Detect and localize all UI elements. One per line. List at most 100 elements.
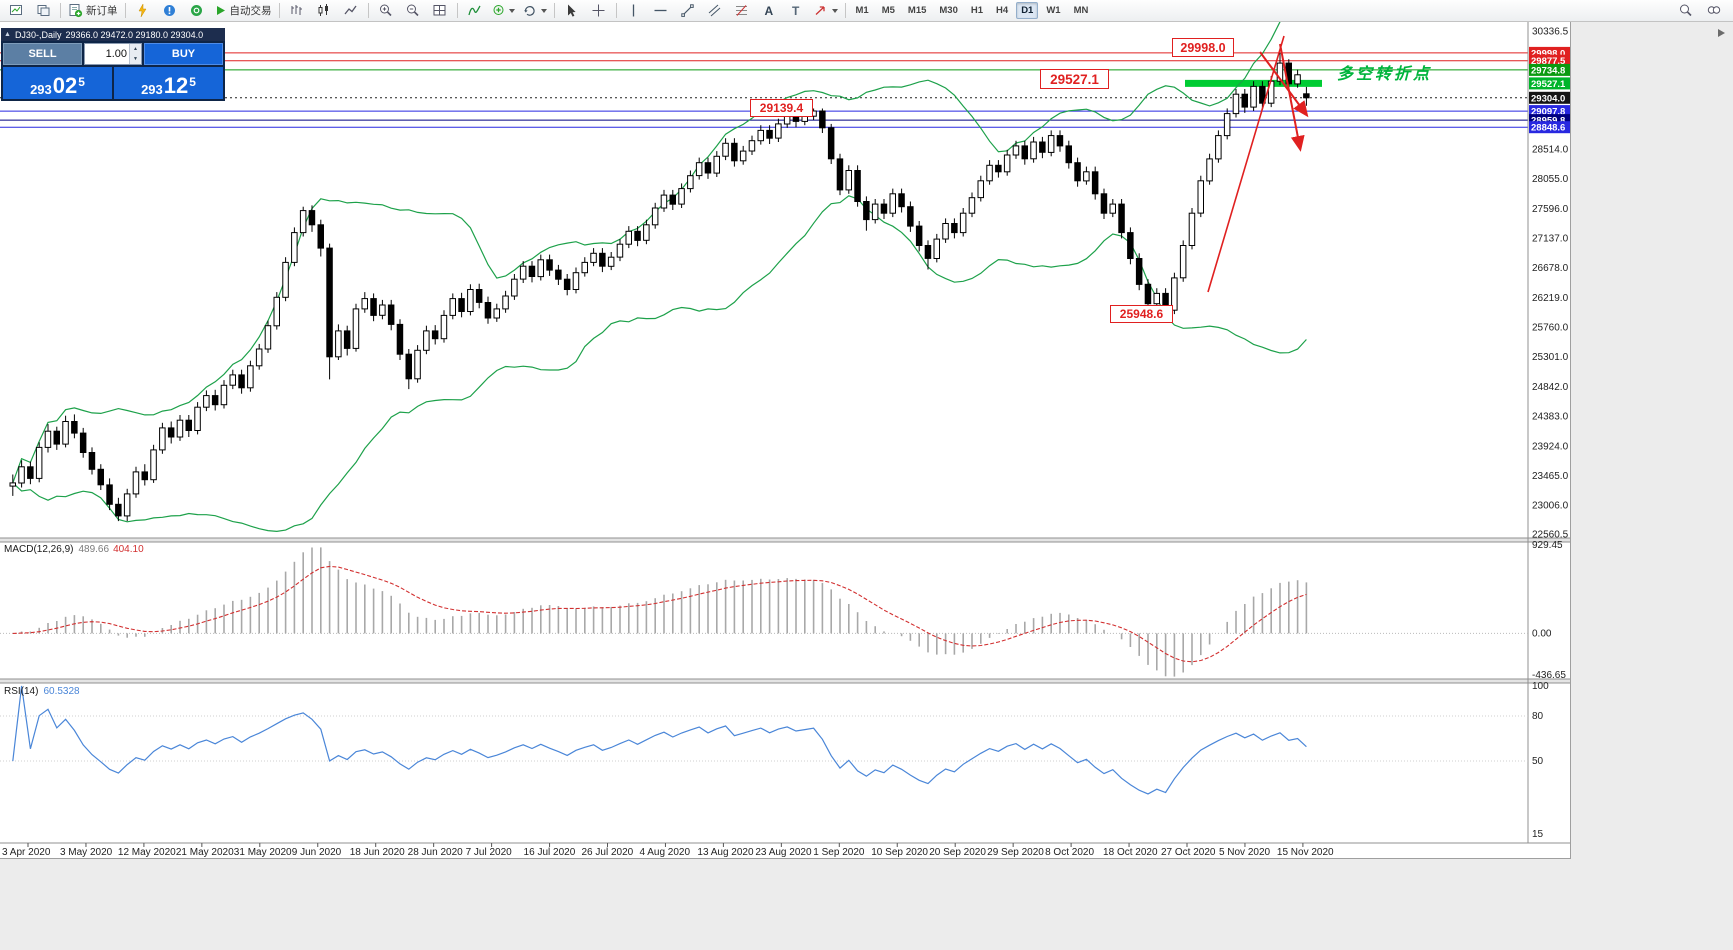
chevron-down-icon — [508, 8, 515, 13]
bar-chart-button[interactable] — [284, 0, 310, 21]
collapse-icon[interactable]: ▲ — [4, 31, 11, 38]
news-button[interactable] — [184, 0, 210, 21]
line-chart-button[interactable] — [338, 0, 364, 21]
quick-search-icon — [1706, 3, 1721, 18]
chinese-note-turning-point[interactable]: 多空转折点 — [1337, 66, 1433, 83]
fibonacci-button[interactable] — [729, 0, 755, 21]
zoom-in-button[interactable] — [373, 0, 399, 21]
auto-trading-label: 自动交易 — [229, 5, 272, 17]
period-cycle-button[interactable] — [519, 0, 550, 21]
scroll-marker-icon[interactable] — [1718, 29, 1725, 37]
crosshair-button[interactable] — [586, 0, 612, 21]
chart-symbol-bar[interactable]: ▲ DJ30-,Daily 29366.0 29472.0 29180.0 29… — [1, 28, 225, 41]
buy-price-sup: 5 — [189, 75, 196, 89]
svg-text:3 Apr 2020: 3 Apr 2020 — [2, 847, 51, 858]
svg-text:27596.0: 27596.0 — [1532, 204, 1569, 215]
tab-timeframe-mn[interactable]: MN — [1073, 5, 1089, 16]
horizontal-line-icon — [653, 4, 668, 17]
tab-timeframe-m1[interactable]: M1 — [855, 5, 869, 16]
zoom-out-button[interactable] — [400, 0, 426, 21]
zoom-out-icon — [405, 3, 420, 18]
volume-stepper[interactable]: 1.00 ▲ ▼ — [84, 43, 142, 65]
add-indicator-button[interactable] — [489, 0, 518, 21]
svg-text:16 Jul 2020: 16 Jul 2020 — [524, 847, 576, 858]
svg-text:23006.0: 23006.0 — [1532, 501, 1569, 512]
sell-price-sup: 5 — [78, 75, 85, 89]
indicators-button[interactable] — [462, 0, 488, 21]
svg-text:18 Jun 2020: 18 Jun 2020 — [350, 847, 405, 858]
sell-button[interactable]: SELL — [3, 43, 82, 65]
volume-value[interactable]: 1.00 — [105, 48, 127, 60]
text-icon: A — [762, 3, 775, 18]
toolbar-separator — [124, 3, 126, 18]
svg-text:12 May 2020: 12 May 2020 — [118, 847, 176, 858]
svg-text:-436.65: -436.65 — [1532, 670, 1566, 681]
svg-text:7 Jul 2020: 7 Jul 2020 — [466, 847, 513, 858]
svg-text:28514.0: 28514.0 — [1532, 144, 1569, 155]
volume-down-icon[interactable]: ▼ — [130, 54, 141, 64]
one-click-trading-panel: ▲ DJ30-,Daily 29366.0 29472.0 29180.0 29… — [1, 28, 225, 101]
volume-up-icon[interactable]: ▲ — [130, 44, 141, 54]
svg-text:1 Sep 2020: 1 Sep 2020 — [813, 847, 865, 858]
chevron-down-icon — [831, 8, 838, 13]
trendline-icon — [680, 3, 695, 18]
tab-timeframe-m30[interactable]: M30 — [939, 5, 958, 16]
svg-text:9 Jun 2020: 9 Jun 2020 — [292, 847, 342, 858]
community-button[interactable] — [157, 0, 183, 21]
price-annotation-29527[interactable]: 29527.1 — [1040, 69, 1109, 89]
svg-text:15: 15 — [1532, 829, 1544, 840]
svg-text:8 Oct 2020: 8 Oct 2020 — [1045, 847, 1094, 858]
svg-text:4 Aug 2020: 4 Aug 2020 — [639, 847, 690, 858]
profiles-button[interactable] — [30, 0, 56, 21]
buy-price-prefix: 293 — [141, 82, 163, 97]
sell-price-button[interactable]: 293 02 5 — [3, 67, 112, 99]
buy-price-button[interactable]: 293 12 5 — [114, 67, 223, 99]
price-annotation-29139[interactable]: 29139.4 — [750, 99, 813, 117]
svg-text:929.45: 929.45 — [1532, 540, 1563, 551]
price-annotation-29998[interactable]: 29998.0 — [1172, 38, 1234, 57]
candlestick-chart-button[interactable] — [311, 0, 337, 21]
tab-timeframe-h1[interactable]: H1 — [970, 5, 984, 16]
vertical-line-button[interactable] — [621, 0, 647, 21]
chevron-down-icon — [540, 8, 547, 13]
svg-text:28055.0: 28055.0 — [1532, 174, 1569, 185]
cursor-button[interactable] — [559, 0, 585, 21]
mql-community-button[interactable] — [130, 0, 156, 21]
tab-timeframe-h4[interactable]: H4 — [996, 5, 1009, 16]
quick-search-button[interactable] — [1700, 0, 1726, 21]
toolbar-separator — [456, 3, 458, 18]
svg-text:26 Jul 2020: 26 Jul 2020 — [582, 847, 634, 858]
toolbar-separator — [615, 3, 617, 18]
label-button[interactable]: T — [783, 0, 809, 21]
candlestick-chart-icon — [316, 3, 331, 18]
arrows-tool-button[interactable] — [810, 0, 841, 21]
svg-text:25760.0: 25760.0 — [1532, 323, 1569, 334]
svg-text:27137.0: 27137.0 — [1532, 234, 1569, 245]
search-button[interactable] — [1672, 0, 1698, 21]
tab-timeframe-m5[interactable]: M5 — [881, 5, 895, 16]
sell-price-big: 02 — [52, 73, 78, 99]
tab-timeframe-d1[interactable]: D1 — [1016, 2, 1039, 19]
buy-price-big: 12 — [163, 73, 189, 99]
svg-text:29877.5: 29877.5 — [1531, 56, 1566, 67]
horizontal-line-button[interactable] — [648, 0, 674, 21]
channel-button[interactable] — [702, 0, 728, 21]
zoom-in-icon — [378, 3, 393, 18]
new-chart-button[interactable] — [3, 0, 29, 21]
price-annotation-25948[interactable]: 25948.6 — [1110, 305, 1173, 323]
tab-timeframe-w1[interactable]: W1 — [1046, 5, 1061, 16]
new-order-button[interactable]: 新订单 — [65, 0, 121, 21]
toolbar-separator — [278, 3, 280, 18]
rsi-label: RSI(14) — [4, 686, 39, 697]
mdi-background — [1571, 22, 1733, 950]
tile-windows-button[interactable] — [427, 0, 453, 21]
price-chart[interactable]: 30336.5 28514.0 28055.0 27596.0 27137.0 26678… — [0, 22, 1570, 858]
main-toolbar: 新订单 自动交易 — [0, 0, 1733, 22]
autotrade-play-icon — [214, 3, 227, 18]
tab-timeframe-m15[interactable]: M15 — [907, 5, 927, 16]
buy-button[interactable]: BUY — [144, 43, 223, 65]
text-button[interactable]: A — [756, 0, 782, 21]
toolbar-separator — [367, 3, 369, 18]
trendline-button[interactable] — [675, 0, 701, 21]
auto-trading-button[interactable]: 自动交易 — [211, 0, 275, 21]
